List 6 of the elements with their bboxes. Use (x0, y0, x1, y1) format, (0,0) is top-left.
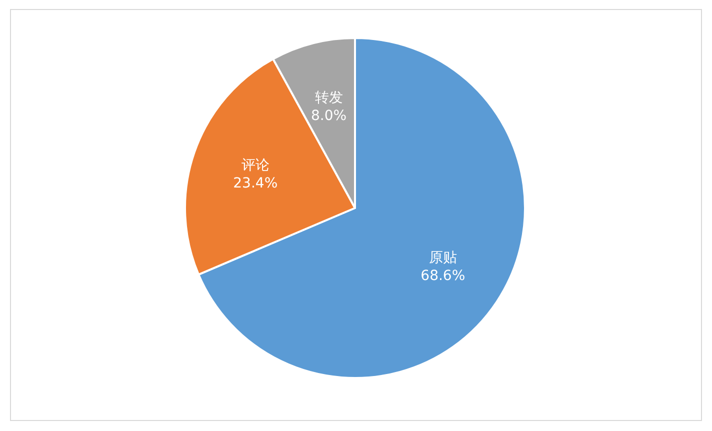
data-label: 23.4% (233, 176, 278, 192)
data-label: 8.0% (311, 108, 347, 124)
data-label: 68.6% (420, 268, 466, 284)
slice-label: 转发 (314, 90, 343, 106)
slice-label: 原贴 (428, 250, 457, 266)
slice-label: 评论 (241, 158, 270, 174)
